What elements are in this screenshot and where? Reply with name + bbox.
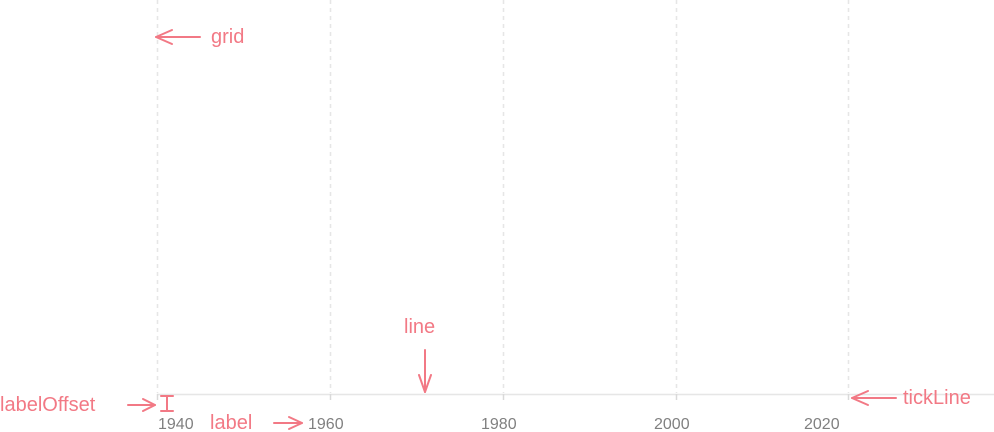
tick-line-arrow-icon <box>851 390 897 406</box>
tick-label-1940: 1940 <box>158 416 194 432</box>
tick-label-1980: 1980 <box>481 416 517 432</box>
tick-label-1960: 1960 <box>308 416 344 432</box>
annotation-labels: grid line tickLine label labelOffset <box>0 26 971 432</box>
grid-lines <box>156 0 850 393</box>
line-arrow-icon <box>418 349 432 393</box>
label-arrow-icon <box>273 416 303 430</box>
annotation-line: line <box>404 316 435 338</box>
annotation-label-offset: labelOffset <box>0 394 96 416</box>
tick-labels: 1940 1960 1980 2000 2020 <box>158 416 840 432</box>
tick-lines <box>156 394 850 400</box>
annotation-grid: grid <box>211 26 244 48</box>
grid-arrow-icon <box>155 29 201 45</box>
tick-label-2000: 2000 <box>654 416 690 432</box>
annotation-arrows <box>127 29 897 430</box>
tick-label-2020: 2020 <box>804 416 840 432</box>
label-offset-arrow-icon <box>127 398 156 412</box>
annotation-tick-line: tickLine <box>903 387 971 409</box>
label-offset-bracket-icon <box>160 395 174 412</box>
annotation-label: label <box>210 412 252 432</box>
